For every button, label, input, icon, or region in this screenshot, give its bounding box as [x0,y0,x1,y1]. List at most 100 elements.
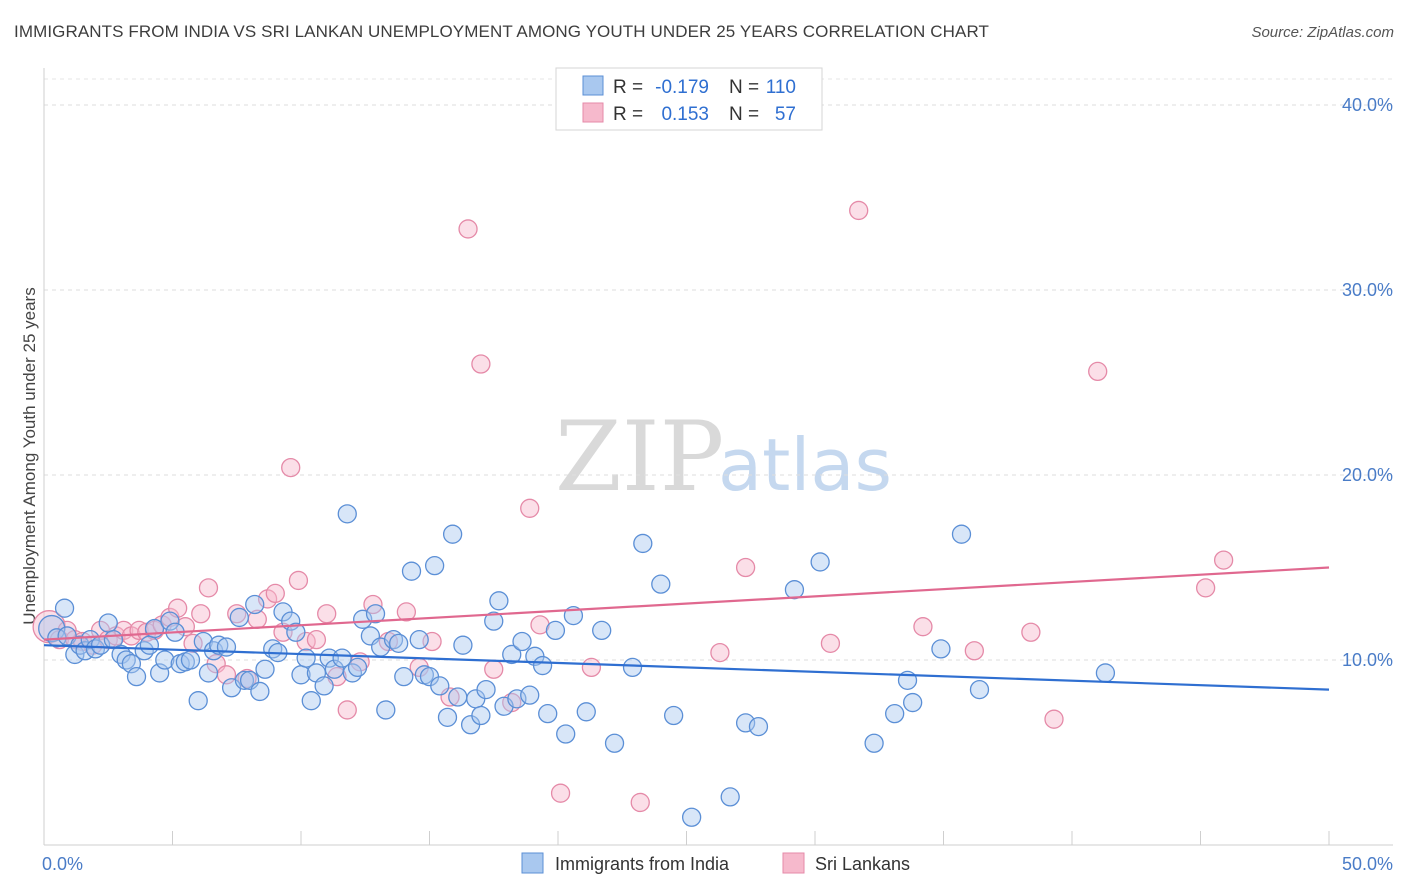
y-axis-label: Unemployment Among Youth under 25 years [20,287,39,624]
srilanka-point [520,498,540,518]
india-point [484,611,504,631]
india-point [664,705,684,726]
bottom-legend-label-india: Immigrants from India [555,854,730,874]
srilanka-point [820,633,841,653]
x-tick-labels: 0.0% 50.0% [42,854,1393,874]
india-point [394,667,414,687]
india-point [245,594,265,615]
chart-title: IMMIGRANTS FROM INDIA VS SRI LANKAN UNEM… [14,22,989,41]
bottom-legend-label-srilanka: Sri Lankans [815,854,910,874]
india-point [885,704,905,724]
india-point [376,700,396,720]
srilanka-point [1021,622,1041,642]
india-point [476,679,496,700]
srilanka-point [396,602,417,622]
india-point [301,691,321,711]
india-point [314,676,334,696]
y-tick-label-1: 20.0% [1342,465,1393,485]
srilanka-point [288,570,309,591]
y-tick-label-2: 30.0% [1342,280,1393,300]
srilanka-point [281,457,301,478]
watermark-atlas: atlas [718,423,892,507]
india-point [332,648,352,668]
srilanka-point [471,354,491,374]
india-point [126,667,147,687]
india-point [389,633,409,653]
india-point [448,687,468,707]
srilanka-point [735,557,756,578]
y-tick-label-3: 40.0% [1342,95,1393,115]
srilanka-point [1044,709,1064,729]
india-point [502,644,522,665]
india-point [442,524,463,544]
india-point [139,635,160,655]
srilanka-point [1195,578,1216,598]
india-point [864,733,884,753]
india-point [342,663,363,683]
srilanka-point [710,642,730,663]
watermark-zip: ZIP [555,401,724,513]
india-point [489,591,509,611]
india-point [903,692,923,713]
india-point [188,691,208,711]
india-point [250,681,270,702]
india-point [180,650,201,670]
india-point [324,659,345,679]
y-tick-label-0: 10.0% [1342,650,1393,670]
srilanka-point [306,630,327,650]
india-point [347,657,368,678]
x-tick-marks [43,831,1330,845]
india-point [85,639,106,659]
india-point [931,639,951,659]
bottom-legend-swatch-india [521,852,544,874]
india-point [576,702,596,722]
india-point [198,663,219,683]
chart-source: Source: ZipAtlas.com [1251,24,1394,41]
bottom-legend-swatch-srilanka [782,852,805,874]
india-point [409,630,429,650]
grid [44,78,1393,661]
india-point [155,650,175,670]
india-point [784,580,805,600]
srilanka-point [550,783,571,803]
india-point [216,637,237,657]
india-point [98,613,118,633]
bottom-legend: Immigrants from India Sri Lankans [521,852,910,874]
legend-swatch-srilanka [582,102,604,123]
srilanka-point [484,659,504,679]
x-tick-label-max: 50.0% [1342,854,1393,874]
x-tick-label-min: 0.0% [42,854,83,874]
srilanka-point [1213,550,1234,570]
india-point [424,556,445,576]
srilanka-point [581,657,602,678]
india-point [430,676,450,696]
legend-r-label-srilanka: R = [613,104,643,125]
srilanka-point [849,200,869,221]
srilanka-point [317,604,337,624]
india-point [134,641,154,661]
india-point [383,630,404,650]
srilanka-point [198,578,219,598]
legend-r-value-india: -0.179 [655,77,709,98]
legend: R = -0.179 N = 110 R = 0.153 N = 57 [555,67,823,131]
india-point [471,705,491,726]
srilanka-point [337,700,357,720]
india-points [38,504,1116,827]
y-tick-labels: 10.0% 20.0% 30.0% 40.0% [1342,95,1393,670]
india-trendline [43,644,1330,691]
india-point [234,670,255,690]
india-point [951,524,972,544]
india-point [810,552,830,572]
india-point [720,787,740,807]
india-point [592,620,612,641]
india-point [681,807,702,827]
srilanka-point [913,617,933,637]
srilanka-point [1088,361,1108,382]
india-point [538,704,558,724]
india-point [255,659,275,679]
watermark: ZIP atlas [555,401,892,513]
india-point [532,655,553,676]
legend-r-value-srilanka: 0.153 [661,104,709,125]
india-point [337,504,357,524]
india-point [556,724,576,744]
